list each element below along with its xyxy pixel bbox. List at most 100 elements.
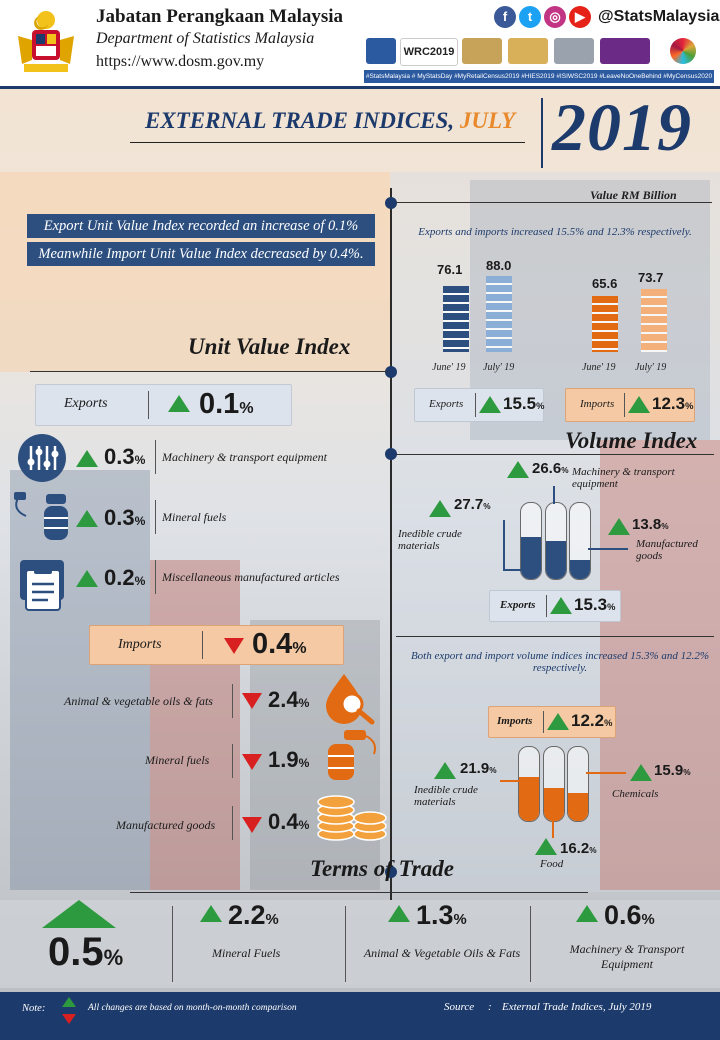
export-bar-july-value: 88.0: [486, 258, 512, 273]
container-stack-decor: [250, 620, 380, 890]
volume-imports-tag: Imports: [497, 715, 533, 727]
anniversary-logo: [508, 38, 548, 64]
uvi-export-item-value: 0.3%: [104, 505, 146, 530]
instagram-icon[interactable]: ◎: [544, 6, 566, 28]
uvi-export-item-value: 0.3%: [104, 444, 146, 469]
tube-fill: [521, 537, 541, 579]
leader-line: [586, 772, 626, 774]
volume-export-tube: [520, 502, 542, 580]
divider: [546, 595, 547, 617]
divider: [202, 631, 203, 659]
value-exports-change: 15.5%: [503, 394, 545, 413]
uvi-import-item-value: 0.4%: [268, 809, 310, 834]
timeline-dot: [385, 197, 397, 209]
note-label: Note:: [22, 1003, 46, 1014]
volume-export-item-label: Manufactured goods: [636, 538, 698, 562]
uvi-import-item-label: Mineral fuels: [145, 753, 210, 767]
container-stack-decor: [150, 560, 240, 890]
divider: [155, 560, 156, 594]
export-bar-july: [486, 276, 512, 352]
increase-arrow-icon: [608, 518, 630, 535]
container-stack-decor: [600, 440, 720, 890]
uvi-export-item-label: Mineral fuels: [162, 510, 227, 524]
volume-rule: [396, 454, 714, 455]
footer-bar: Note: All changes are based on month-on-…: [0, 992, 720, 1040]
uvi-import-item-value: 2.4%: [268, 687, 310, 712]
wrc-2019-logo: WRC2019: [400, 38, 458, 66]
volume-export-item-label: Machinery & transport equipment: [572, 466, 675, 490]
decrease-arrow-icon: [242, 693, 262, 709]
tube-fill: [544, 787, 564, 821]
isi-wsc-logo: [554, 38, 594, 64]
org-name-english: Department of Statistics Malaysia: [96, 30, 315, 47]
timeline-dot: [385, 866, 397, 878]
timeline-dot: [385, 366, 397, 378]
uvi-exports-value: 0.1%: [199, 388, 254, 420]
volume-export-item-label: Inedible crude materials: [398, 528, 462, 552]
terms-of-trade-rule: [130, 892, 588, 893]
volume-imports-value: 12.2%: [571, 711, 613, 730]
value-section-rule: [396, 202, 712, 203]
volume-export-tube: [569, 502, 591, 580]
volume-description: Both export and import volume indices in…: [410, 650, 710, 674]
background-wash: [0, 172, 390, 372]
org-website-link[interactable]: https://www.dosm.gov.my: [96, 53, 265, 70]
increase-arrow-icon: [628, 396, 650, 413]
unit-value-heading: Unit Value Index: [188, 334, 351, 359]
clipboard-icon: [20, 560, 64, 611]
title-text: EXTERNAL TRADE INDICES,: [145, 108, 455, 133]
increase-arrow-icon: [168, 395, 190, 412]
divider: [345, 906, 346, 982]
increase-arrow-icon: [535, 838, 557, 855]
leader-line: [503, 520, 505, 570]
tot-item-value: 1.3%: [416, 900, 467, 930]
title-separator: [541, 98, 543, 168]
twitter-icon[interactable]: t: [519, 6, 541, 28]
decrease-arrow-icon: [62, 1014, 76, 1024]
volume-import-item-label: Chemicals: [612, 788, 659, 800]
leader-line: [500, 780, 519, 782]
value-imports-pill: Imports 12.3%: [565, 388, 695, 422]
facebook-icon[interactable]: f: [494, 6, 516, 28]
divider: [172, 906, 173, 982]
leader-line: [552, 818, 554, 838]
import-bar-june-value: 65.6: [592, 276, 618, 291]
hashtag-banner: #StatsMalaysia # MyStatsDay #MyRetailCen…: [364, 70, 714, 83]
decrease-arrow-icon: [242, 754, 262, 770]
tube-fill: [519, 776, 539, 821]
tot-increase-arrow-icon: [42, 900, 116, 928]
uvi-exports-pill: Exports 0.1%: [35, 384, 292, 426]
uvi-export-item-label: Machinery & transport equipment: [162, 450, 327, 464]
decrease-arrow-icon: [224, 638, 244, 654]
volume-imports-pill: Imports 12.2%: [488, 706, 616, 738]
increase-arrow-icon: [550, 597, 572, 614]
youtube-icon[interactable]: ▶: [569, 6, 591, 28]
divider: [148, 391, 149, 419]
terms-of-trade-band: [0, 900, 720, 988]
volume-export-item-value: 13.8%: [632, 516, 669, 533]
fuel-barrel-icon: [328, 730, 376, 780]
leader-line: [503, 569, 521, 571]
value-exports-tag: Exports: [429, 398, 464, 410]
increase-arrow-icon: [547, 713, 569, 730]
statistics-day-logo: [366, 38, 396, 64]
value-exports-pill: Exports 15.5%: [414, 388, 544, 422]
machinery-sliders-icon: [18, 434, 66, 482]
volume-import-tube: [518, 746, 540, 822]
volume-export-item-value: 27.7%: [454, 496, 491, 513]
center-timeline: [390, 188, 392, 900]
increase-arrow-icon: [576, 905, 598, 922]
import-bar-june: [592, 296, 618, 352]
import-bar-june-label: June' 19: [582, 362, 616, 373]
increase-arrow-icon: [62, 997, 76, 1007]
org-name-malay: Jabatan Perangkaan Malaysia: [96, 6, 344, 27]
leader-line: [588, 548, 628, 550]
source-text: External Trade Indices, July 2019: [502, 1001, 652, 1013]
tot-item-label: Machinery & Transport Equipment: [569, 942, 685, 971]
decrease-arrow-icon: [242, 817, 262, 833]
volume-exports-value: 15.3%: [574, 595, 616, 614]
title-month: JULY: [459, 108, 516, 133]
note-text: All changes are based on month-on-month …: [88, 1003, 297, 1013]
terms-of-trade-heading: Terms of Trade: [310, 856, 454, 881]
tot-item-label: Animal & Vegetable Oils & Fats: [363, 946, 521, 960]
